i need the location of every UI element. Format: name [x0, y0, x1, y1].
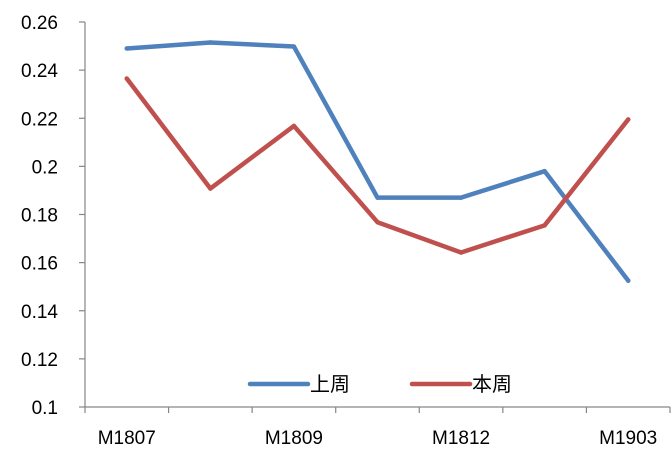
x-tick-label: M1809	[265, 428, 323, 449]
data-point	[124, 46, 129, 51]
data-point	[458, 250, 464, 255]
y-tick-label: 0.16	[21, 254, 58, 275]
series-line-1	[124, 76, 631, 255]
legend: 上周 本周	[247, 373, 512, 396]
y-tick-label: 0.2	[32, 157, 58, 178]
data-point	[458, 195, 464, 200]
y-tick-label: 0.1	[32, 398, 58, 419]
legend-label: 本周	[472, 373, 512, 396]
data-point	[542, 223, 547, 228]
data-point	[124, 76, 129, 81]
data-point	[626, 278, 631, 283]
y-tick-label: 0.26	[21, 13, 58, 34]
data-point	[208, 186, 213, 191]
x-tick-label: M1903	[599, 428, 657, 449]
y-tick-label: 0.24	[21, 61, 58, 82]
series-line-0	[124, 40, 631, 283]
data-point	[626, 117, 631, 122]
legend-label: 上周	[310, 373, 350, 396]
x-tick-label: M1812	[432, 428, 490, 449]
data-point	[375, 195, 380, 200]
y-tick-label: 0.22	[21, 109, 58, 130]
data-point	[542, 168, 547, 174]
y-tick-label: 0.18	[21, 206, 58, 227]
series-lines	[124, 40, 631, 283]
data-point	[375, 220, 380, 225]
data-point	[291, 123, 297, 129]
x-tick-label: M1807	[98, 428, 156, 449]
y-tick-label: 0.12	[21, 350, 58, 371]
data-point	[291, 44, 297, 49]
x-axis: M1807 M1809 M1812 M1903	[84, 406, 671, 449]
data-point	[208, 40, 213, 45]
y-tick-label: 0.14	[21, 302, 58, 323]
y-axis: 0.1 0.12 0.14 0.16 0.18 0.2 0.22 0.24 0.26	[21, 13, 86, 419]
